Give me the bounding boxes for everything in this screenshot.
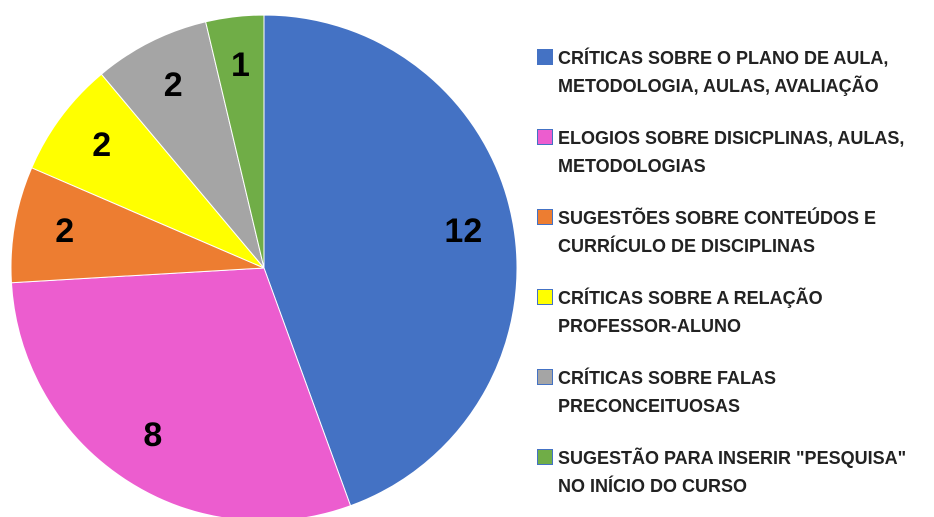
pie-slice	[100, 21, 265, 269]
data-label: 2	[92, 126, 111, 164]
legend-label: ELOGIOS SOBRE DISICPLINAS, AULAS, METODO…	[558, 128, 905, 176]
pie-slice	[31, 73, 265, 269]
legend-item: SUGESTÕES SOBRE CONTEÚDOS E CURRÍCULO DE…	[537, 204, 928, 284]
legend-label: CRÍTICAS SOBRE A RELAÇÃO PROFESSOR-ALUNO	[558, 288, 823, 336]
legend-label: SUGESTÃO PARA INSERIR "PESQUISA" NO INÍC…	[558, 448, 907, 496]
legend-item: ELOGIOS SOBRE DISICPLINAS, AULAS, METODO…	[537, 124, 928, 204]
data-label: 12	[444, 212, 482, 250]
pie-slice	[10, 267, 352, 517]
pie-slice	[205, 14, 265, 269]
pie-slice	[263, 14, 518, 507]
legend-swatch	[537, 449, 553, 465]
legend-item: CRÍTICAS SOBRE A RELAÇÃO PROFESSOR-ALUNO	[537, 284, 928, 364]
legend-label: CRÍTICAS SOBRE O PLANO DE AULA, METODOLO…	[558, 48, 889, 96]
legend-swatch	[537, 49, 553, 65]
legend: CRÍTICAS SOBRE O PLANO DE AULA, METODOLO…	[537, 44, 928, 517]
legend-label: SUGESTÕES SOBRE CONTEÚDOS E CURRÍCULO DE…	[558, 208, 877, 256]
data-label: 2	[164, 66, 183, 104]
legend-label: CRÍTICAS SOBRE FALAS PRECONCEITUOSAS	[558, 368, 777, 416]
legend-swatch	[537, 209, 553, 225]
data-label: 2	[55, 212, 74, 250]
data-label: 8	[143, 416, 162, 454]
legend-item: CRÍTICAS SOBRE O PLANO DE AULA, METODOLO…	[537, 44, 928, 124]
legend-swatch	[537, 369, 553, 385]
legend-swatch	[537, 289, 553, 305]
data-label: 1	[231, 46, 250, 84]
pie-slice	[10, 167, 265, 284]
legend-item: SUGESTÃO PARA INSERIR "PESQUISA" NO INÍC…	[537, 444, 928, 517]
legend-item: CRÍTICAS SOBRE FALAS PRECONCEITUOSAS	[537, 364, 928, 444]
legend-swatch	[537, 129, 553, 145]
